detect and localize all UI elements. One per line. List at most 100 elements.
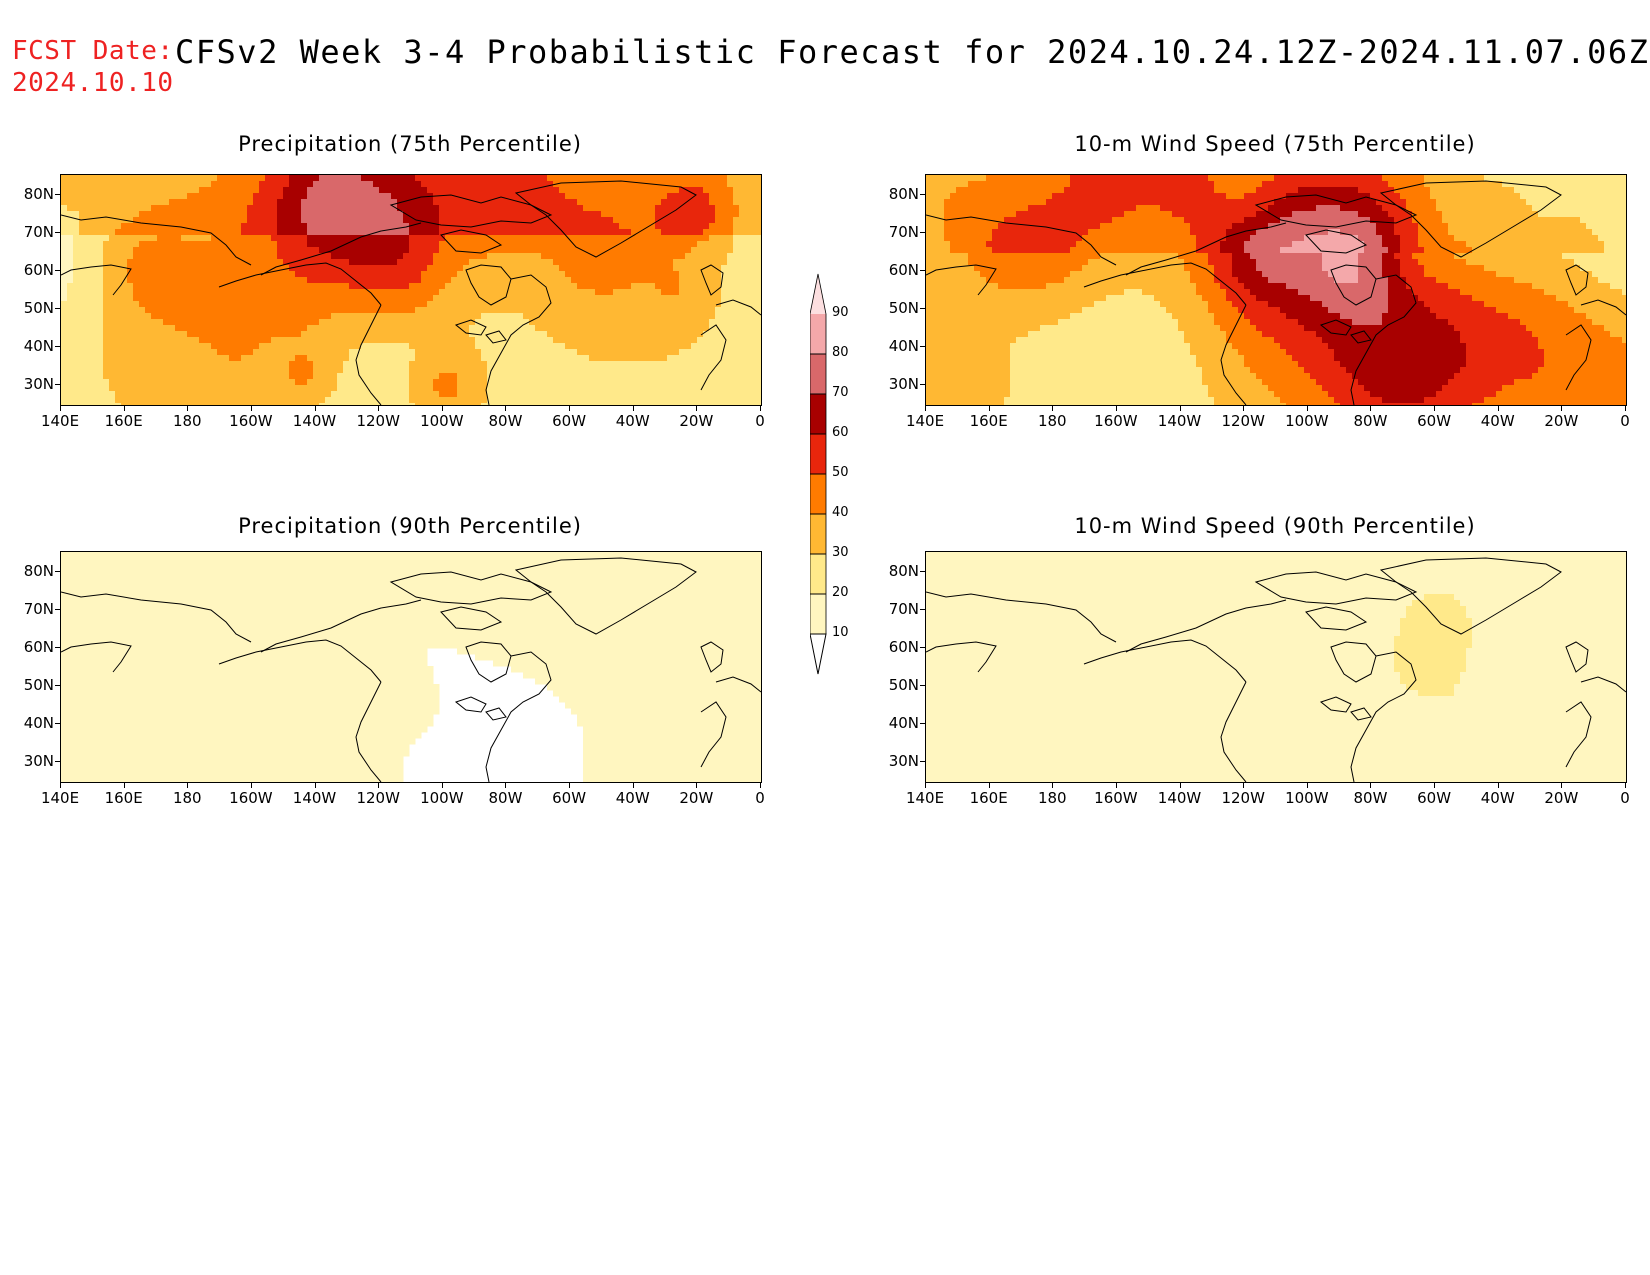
lat-label: 40N — [23, 337, 54, 355]
lon-tick — [60, 406, 61, 411]
lat-label: 40N — [888, 714, 919, 732]
lon-tick — [1497, 406, 1499, 411]
lon-tick — [1370, 406, 1372, 411]
lon-tick — [1625, 406, 1626, 411]
colorbar-label: 50 — [832, 465, 849, 480]
lat-label: 30N — [888, 752, 919, 770]
lon-label: 100W — [1285, 789, 1329, 807]
lon-tick — [1052, 406, 1054, 411]
lon-label: 160E — [104, 412, 143, 430]
colorbar-segment — [810, 514, 826, 554]
lon-tick — [1434, 406, 1436, 411]
lon-label: 100W — [1285, 412, 1329, 430]
lat-tick — [55, 609, 60, 610]
lon-label: 20W — [679, 789, 714, 807]
lon-tick — [1561, 406, 1563, 411]
lon-tick — [250, 783, 252, 788]
colorbar-segment — [810, 594, 826, 634]
lat-tick — [55, 571, 60, 572]
colorbar-segment — [810, 394, 826, 434]
lon-label: 40W — [1480, 412, 1515, 430]
lat-tick — [920, 308, 925, 309]
lon-label: 180 — [172, 789, 202, 807]
lon-label: 140E — [905, 789, 945, 807]
lon-tick — [925, 783, 926, 788]
lat-label: 60N — [23, 261, 54, 279]
lon-label: 0 — [755, 412, 765, 430]
colorbar-upper-tail — [810, 274, 826, 314]
lat-label: 50N — [888, 676, 919, 694]
lat-label: 60N — [888, 638, 919, 656]
map-precip-90 — [60, 551, 762, 783]
lon-tick — [1370, 783, 1372, 788]
lon-label: 60W — [1417, 789, 1452, 807]
lon-tick — [760, 406, 761, 411]
lon-tick — [1243, 406, 1245, 411]
colorbar-outline — [809, 273, 827, 634]
lon-label: 100W — [420, 789, 464, 807]
lon-label: 80W — [1353, 412, 1388, 430]
lon-tick — [314, 406, 316, 411]
lon-label: 140W — [292, 789, 337, 807]
lon-tick — [378, 406, 380, 411]
map-field-precip-90 — [61, 552, 761, 782]
lon-label: 160E — [969, 412, 1008, 430]
lon-tick — [1052, 783, 1054, 788]
lat-tick — [55, 308, 60, 309]
lon-tick — [187, 406, 189, 411]
lat-tick — [920, 346, 925, 347]
colorbar-label: 30 — [832, 545, 849, 560]
lon-tick — [123, 783, 125, 788]
colorbar-label: 10 — [832, 625, 849, 640]
panel-title-precip-90: Precipitation (90th Percentile) — [238, 514, 582, 538]
lon-tick — [1561, 783, 1563, 788]
colorbar-label: 60 — [832, 425, 849, 440]
lon-tick — [1625, 783, 1626, 788]
forecast-date-label: FCST Date: — [12, 36, 174, 66]
main-title: CFSv2 Week 3-4 Probabilistic Forecast fo… — [175, 33, 1650, 71]
lon-label: 40W — [615, 789, 650, 807]
lon-tick — [187, 783, 189, 788]
lon-tick — [988, 783, 990, 788]
lon-label: 160E — [104, 789, 143, 807]
panel-title-precip-75: Precipitation (75th Percentile) — [238, 132, 582, 156]
lon-label: 140W — [1157, 412, 1202, 430]
lon-tick — [1115, 783, 1117, 788]
lon-tick — [505, 783, 507, 788]
colorbar-label: 90 — [832, 305, 849, 320]
lat-tick — [55, 232, 60, 233]
lon-tick — [1434, 783, 1436, 788]
lat-tick — [55, 384, 60, 385]
lat-tick — [920, 609, 925, 610]
lon-label: 60W — [552, 789, 587, 807]
lon-label: 180 — [1037, 412, 1067, 430]
lon-tick — [1306, 406, 1308, 411]
lat-label: 70N — [888, 600, 919, 618]
lon-tick — [1115, 406, 1117, 411]
lon-label: 140E — [905, 412, 945, 430]
colorbar-segment — [810, 354, 826, 394]
colorbar-label: 20 — [832, 585, 849, 600]
lon-label: 140W — [292, 412, 337, 430]
lat-label: 50N — [888, 299, 919, 317]
lat-tick — [920, 194, 925, 195]
lat-tick — [55, 194, 60, 195]
colorbar: 10 20 30 40 50 60 70 80 90 — [809, 270, 870, 694]
colorbar-label: 40 — [832, 505, 849, 520]
lon-label: 80W — [488, 412, 523, 430]
map-wind-75 — [925, 174, 1627, 406]
lat-tick — [920, 685, 925, 686]
lat-label: 80N — [23, 185, 54, 203]
lon-label: 140W — [1157, 789, 1202, 807]
colorbar-label: 70 — [832, 385, 849, 400]
lat-label: 40N — [23, 714, 54, 732]
lat-label: 40N — [888, 337, 919, 355]
lon-tick — [60, 783, 61, 788]
colorbar-scale — [809, 273, 827, 675]
lon-label: 0 — [755, 789, 765, 807]
lon-tick — [441, 783, 443, 788]
lon-tick — [632, 783, 634, 788]
lon-label: 80W — [488, 789, 523, 807]
lat-label: 50N — [23, 299, 54, 317]
lon-tick — [441, 406, 443, 411]
